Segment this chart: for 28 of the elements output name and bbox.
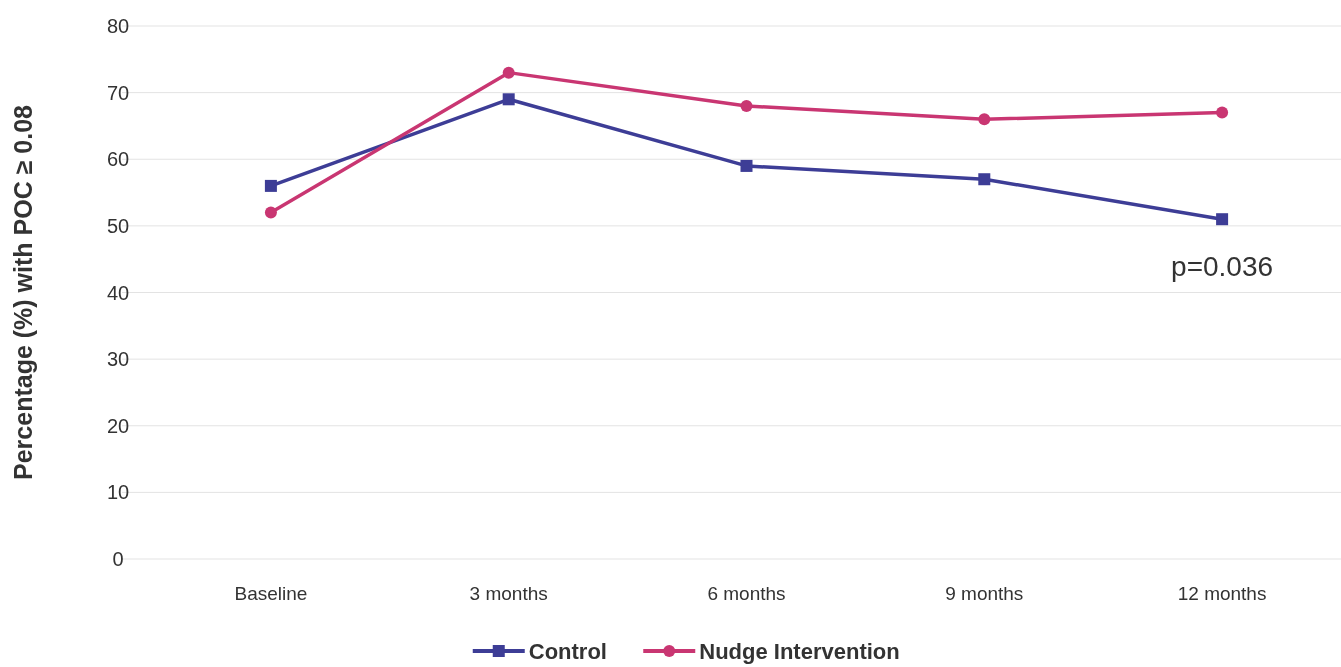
y-tick-label: 80: [106, 15, 130, 37]
point: [502, 93, 515, 106]
point: [978, 173, 991, 186]
legend-label: Nudge Intervention: [699, 638, 900, 664]
y-tick-label: 20: [106, 414, 130, 437]
point: [740, 99, 753, 112]
point: [502, 66, 515, 79]
point: [264, 179, 277, 192]
y-tick-label: 60: [106, 148, 130, 171]
x-tick-label: 12 months: [1177, 583, 1267, 604]
y-tick-label: 10: [106, 481, 130, 504]
point: [1216, 213, 1229, 226]
y-tick-label: 40: [106, 281, 130, 304]
point: [978, 113, 991, 126]
x-tick-label: Baseline: [234, 583, 308, 604]
y-tick-label: 30: [106, 348, 130, 371]
annotation: p=0.036: [1171, 250, 1274, 282]
point: [264, 206, 277, 219]
x-tick-label: 3 months: [469, 583, 548, 604]
legend-label: Control: [528, 638, 607, 664]
y-tick-label: 50: [106, 214, 130, 237]
y-tick-label: 70: [106, 81, 130, 104]
point: [740, 159, 753, 172]
x-tick-label: 6 months: [707, 583, 786, 604]
point: [1216, 106, 1229, 119]
y-axis-title: Percentage (%) with POC ≥ 0.08: [9, 104, 37, 480]
y-tick-label: 0: [112, 548, 124, 570]
x-tick-label: 9 months: [945, 583, 1024, 604]
